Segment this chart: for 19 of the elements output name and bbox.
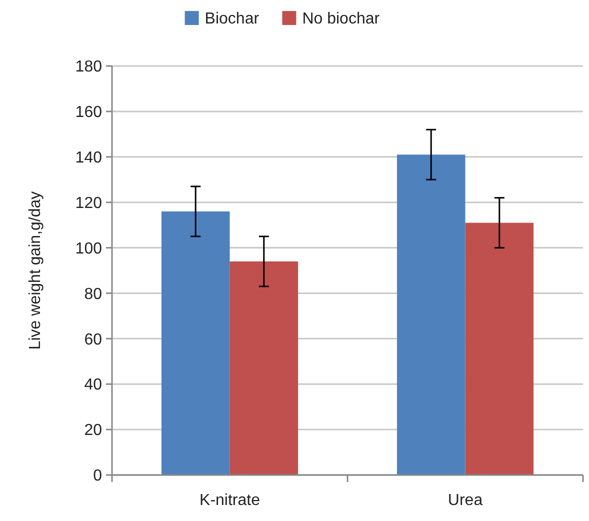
y-tick-label: 180 (75, 58, 102, 76)
y-tick-label: 40 (84, 376, 102, 394)
y-tick-label: 20 (84, 422, 102, 440)
y-tick-label: 60 (84, 331, 102, 348)
legend-label: No biochar (302, 10, 380, 28)
legend-label: Biochar (204, 10, 260, 28)
y-tick-label: 100 (75, 240, 102, 258)
x-tick-label: Urea (448, 492, 483, 509)
y-tick-label: 160 (75, 104, 102, 122)
bar (161, 211, 230, 475)
bar (230, 261, 298, 475)
y-tick-label: 120 (75, 194, 102, 212)
y-tick-label: 0 (93, 468, 102, 485)
y-axis-title: Live weight gain,g/day (27, 191, 44, 350)
bar (465, 222, 534, 475)
x-tick-label: K-nitrate (200, 492, 260, 509)
y-tick-label: 80 (84, 286, 102, 303)
bar (396, 154, 466, 475)
y-tick-label: 140 (75, 149, 102, 166)
